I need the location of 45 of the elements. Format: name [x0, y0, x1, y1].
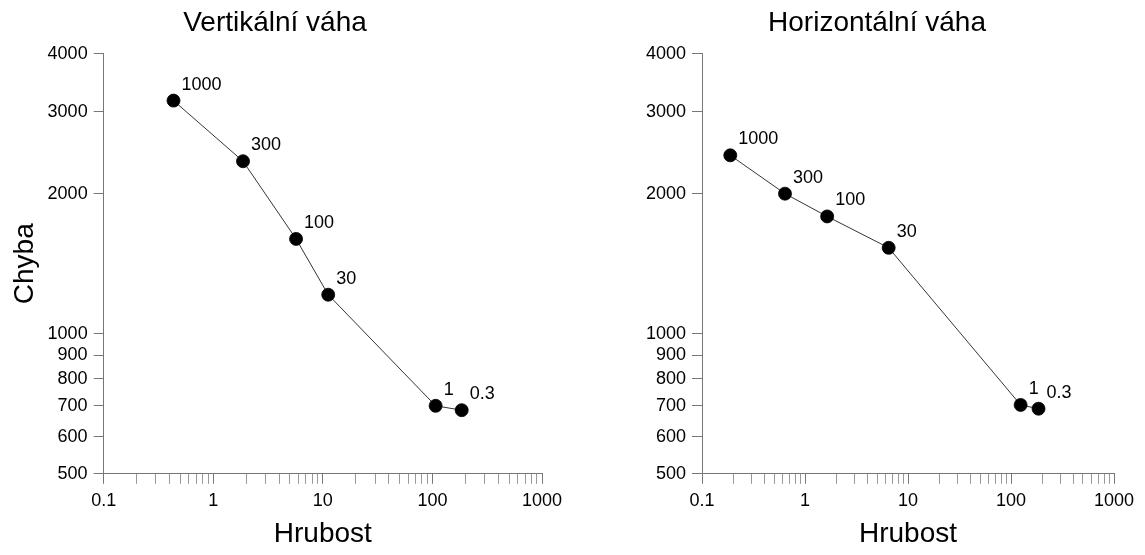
y-tick-label: 800	[656, 367, 687, 388]
y-tick-label: 500	[656, 462, 687, 483]
annotation: 300	[793, 166, 824, 187]
y-tick-label: 900	[656, 343, 687, 364]
y-tick-label: 700	[57, 394, 88, 415]
x-tick-label: 100	[417, 489, 448, 510]
y-tick-label: 3000	[47, 100, 88, 121]
x-axis-title: Hrubost	[273, 516, 373, 548]
annotation: 30	[896, 220, 917, 241]
chart-title: Horizontální váha	[768, 5, 987, 37]
annotation: 0.3	[469, 383, 495, 404]
x-tick-label: 1	[800, 489, 811, 510]
y-tick-label: 4000	[47, 42, 88, 63]
annotation: 1000	[738, 128, 779, 149]
x-axis-title: Hrubost	[859, 516, 958, 548]
y-tick-label: 3000	[646, 100, 687, 121]
y-axis-title: Chyba	[7, 222, 39, 305]
y-tick-label: 600	[656, 425, 687, 446]
x-tick-label: 0.1	[689, 489, 715, 510]
chart-title: Vertikální váha	[183, 5, 368, 37]
y-tick-label: 1000	[47, 322, 88, 343]
annotation: 1	[1028, 377, 1039, 398]
annotation: 30	[336, 267, 357, 288]
y-tick-label: 800	[57, 367, 88, 388]
y-tick-label: 1000	[646, 322, 687, 343]
x-tick-label: 100	[995, 489, 1027, 510]
y-tick-label: 600	[57, 425, 88, 446]
y-tick-label: 700	[656, 394, 687, 415]
x-tick-label: 0.1	[91, 489, 117, 510]
x-tick-label: 10	[312, 489, 333, 510]
annotation: 1000	[181, 73, 222, 94]
annotation: 100	[835, 189, 866, 210]
x-tick-label: 1000	[1093, 489, 1135, 510]
x-tick-label: 1	[208, 489, 219, 510]
y-tick-label: 2000	[47, 182, 88, 203]
y-tick-label: 900	[57, 343, 88, 364]
y-tick-label: 4000	[646, 42, 687, 63]
x-tick-label: 1000	[521, 489, 563, 510]
y-tick-label: 2000	[646, 182, 687, 203]
y-tick-label: 500	[57, 462, 88, 483]
annotation: 0.3	[1046, 381, 1072, 402]
annotation: 1	[443, 378, 454, 399]
annotation: 100	[304, 211, 335, 232]
x-tick-label: 10	[898, 489, 919, 510]
annotation: 300	[251, 134, 282, 155]
